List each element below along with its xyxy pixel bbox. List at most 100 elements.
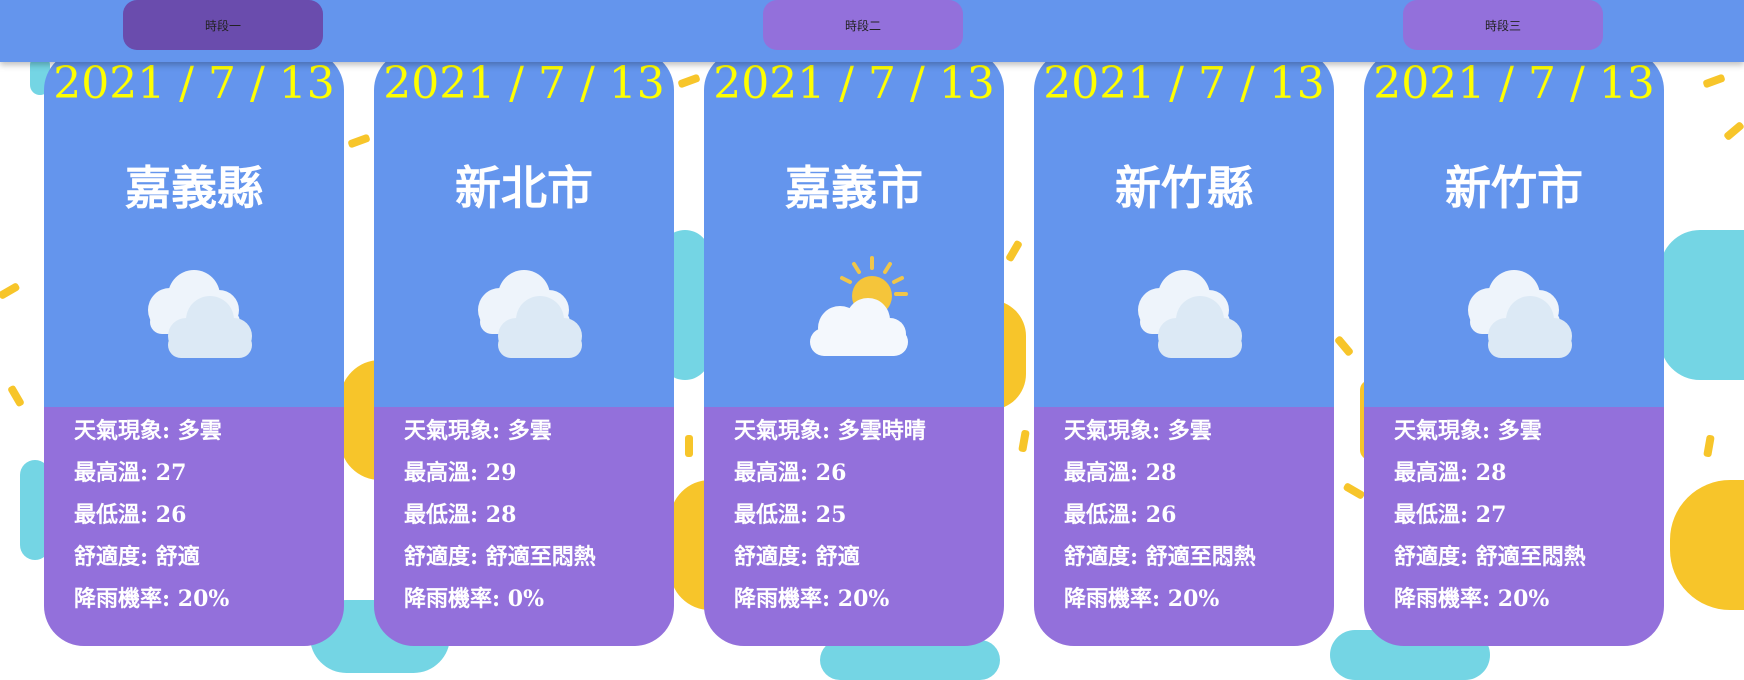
max-temp-value: 26	[815, 460, 847, 486]
min-temp-label: 最低溫	[734, 502, 801, 528]
weather-label: 天氣現象	[734, 418, 823, 444]
comfort-label: 舒適度	[74, 544, 141, 570]
separator: :	[470, 502, 486, 528]
rain-chance-row: 降雨機率: 20%	[74, 585, 344, 613]
comfort-value: 舒適	[155, 544, 200, 570]
rain-chance-value: 20%	[1497, 586, 1550, 612]
card-city-name: 嘉義市	[785, 161, 923, 215]
comfort-value: 舒適至悶熱	[1475, 544, 1586, 570]
period-1-button[interactable]: 時段一	[123, 0, 323, 50]
max-temp-row: 最高溫: 29	[404, 459, 674, 487]
separator: :	[162, 418, 178, 444]
weather-card: 2021 / 7 / 13 嘉義市 天氣現象: 多雲時晴 最高溫: 26 最低溫…	[704, 50, 1004, 646]
card-city-name: 嘉義縣	[125, 161, 263, 215]
background-sun-icon	[340, 360, 380, 480]
rain-chance-label: 降雨機率	[734, 586, 823, 612]
weather-value: 多雲時晴	[837, 418, 926, 444]
separator: :	[1482, 586, 1498, 612]
comfort-row: 舒適度: 舒適至悶熱	[404, 543, 674, 571]
rain-chance-value: 20%	[177, 586, 230, 612]
cloudy-icon	[1468, 270, 1572, 358]
separator: :	[470, 544, 486, 570]
period-3-button[interactable]: 時段三	[1403, 0, 1603, 50]
min-temp-label: 最低溫	[1064, 502, 1131, 528]
min-temp-label: 最低溫	[404, 502, 471, 528]
separator: :	[822, 586, 838, 612]
max-temp-value: 28	[1145, 460, 1177, 486]
card-details	[1034, 407, 1334, 646]
separator: :	[1152, 586, 1168, 612]
min-temp-value: 25	[815, 502, 847, 528]
max-temp-label: 最高溫	[1394, 460, 1461, 486]
min-temp-value: 27	[1475, 502, 1507, 528]
rain-chance-label: 降雨機率	[1064, 586, 1153, 612]
weather-card: 2021 / 7 / 13 嘉義縣 天氣現象: 多雲 最高溫: 27 最低溫: …	[44, 50, 344, 646]
weather-value: 多雲	[177, 418, 222, 444]
card-date: 2021 / 7 / 13	[1373, 58, 1655, 109]
card-date: 2021 / 7 / 13	[713, 58, 995, 109]
min-temp-row: 最低溫: 26	[74, 501, 344, 529]
weather-label: 天氣現象	[1394, 418, 1483, 444]
max-temp-label: 最高溫	[74, 460, 141, 486]
background-cloud-icon	[1660, 230, 1744, 380]
min-temp-label: 最低溫	[74, 502, 141, 528]
max-temp-value: 27	[155, 460, 187, 486]
max-temp-value: 29	[485, 460, 517, 486]
cloudy-icon	[478, 270, 582, 358]
cloudy-icon	[1138, 270, 1242, 358]
separator: :	[492, 586, 508, 612]
weather-value: 多雲	[507, 418, 552, 444]
min-temp-row: 最低溫: 27	[1394, 501, 1664, 529]
max-temp-row: 最高溫: 28	[1064, 459, 1334, 487]
period-2-button[interactable]: 時段二	[763, 0, 963, 50]
comfort-row: 舒適度: 舒適	[74, 543, 344, 571]
separator: :	[1130, 502, 1146, 528]
partly-sunny-icon	[810, 256, 908, 356]
comfort-row: 舒適度: 舒適至悶熱	[1064, 543, 1334, 571]
min-temp-value: 26	[1145, 502, 1177, 528]
rain-chance-row: 降雨機率: 20%	[734, 585, 1004, 613]
card-city-name: 新北市	[455, 161, 593, 215]
rain-chance-row: 降雨機率: 0%	[404, 585, 674, 613]
card-date: 2021 / 7 / 13	[1043, 58, 1325, 109]
separator: :	[1482, 418, 1498, 444]
weather-card: 2021 / 7 / 13 新竹縣 天氣現象: 多雲 最高溫: 28 最低溫: …	[1034, 50, 1334, 646]
max-temp-label: 最高溫	[734, 460, 801, 486]
comfort-value: 舒適至悶熱	[1145, 544, 1256, 570]
comfort-label: 舒適度	[734, 544, 801, 570]
card-details	[374, 407, 674, 646]
card-details	[704, 407, 1004, 646]
weather-condition-row: 天氣現象: 多雲時晴	[734, 417, 1004, 445]
rain-chance-row: 降雨機率: 20%	[1394, 585, 1664, 613]
separator: :	[140, 544, 156, 570]
min-temp-value: 26	[155, 502, 187, 528]
separator: :	[800, 460, 816, 486]
min-temp-value: 28	[485, 502, 517, 528]
card-date: 2021 / 7 / 13	[383, 58, 665, 109]
period-tab-bar: 時段一 時段二 時段三	[0, 0, 1744, 62]
max-temp-row: 最高溫: 28	[1394, 459, 1664, 487]
max-temp-row: 最高溫: 27	[74, 459, 344, 487]
rain-chance-value: 20%	[1167, 586, 1220, 612]
separator: :	[1130, 544, 1146, 570]
separator: :	[1460, 544, 1476, 570]
card-details	[44, 407, 344, 646]
weather-condition-row: 天氣現象: 多雲	[1394, 417, 1664, 445]
min-temp-row: 最低溫: 26	[1064, 501, 1334, 529]
cloudy-icon	[148, 270, 252, 358]
separator: :	[492, 418, 508, 444]
rain-chance-row: 降雨機率: 20%	[1064, 585, 1334, 613]
rain-chance-label: 降雨機率	[1394, 586, 1483, 612]
weather-label: 天氣現象	[404, 418, 493, 444]
max-temp-label: 最高溫	[404, 460, 471, 486]
weather-condition-row: 天氣現象: 多雲	[74, 417, 344, 445]
separator: :	[470, 460, 486, 486]
weather-condition-row: 天氣現象: 多雲	[404, 417, 674, 445]
rain-chance-value: 0%	[507, 586, 545, 612]
separator: :	[1130, 460, 1146, 486]
separator: :	[162, 586, 178, 612]
min-temp-row: 最低溫: 25	[734, 501, 1004, 529]
comfort-row: 舒適度: 舒適	[734, 543, 1004, 571]
weather-label: 天氣現象	[1064, 418, 1153, 444]
min-temp-label: 最低溫	[1394, 502, 1461, 528]
